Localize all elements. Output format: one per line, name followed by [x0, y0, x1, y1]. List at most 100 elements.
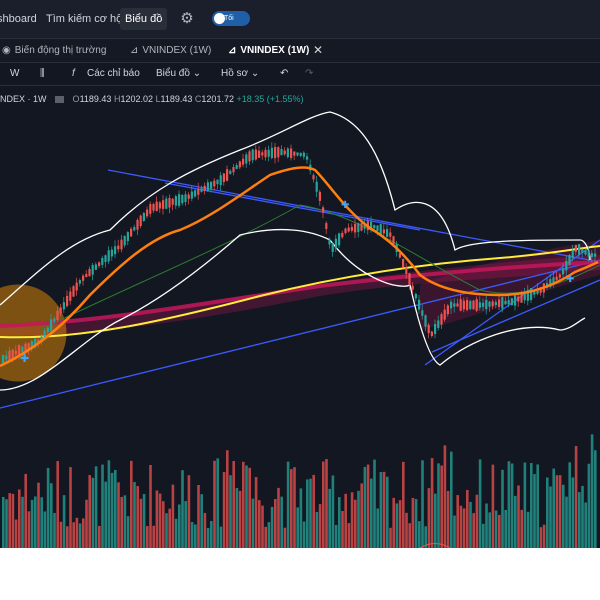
- candle-body: [549, 279, 552, 288]
- volume-bar: [494, 510, 498, 548]
- trendline-flat: [164, 182, 421, 231]
- nav-opportunity-search[interactable]: Tìm kiếm cơ hội: [46, 13, 125, 25]
- chart-menu-button[interactable]: Biểu đồ ⌄: [156, 63, 201, 85]
- candle-body: [120, 239, 123, 250]
- volume-bar: [546, 477, 549, 548]
- collapse-legend-icon[interactable]: [55, 96, 65, 104]
- candle-body: [485, 299, 488, 310]
- volume-bar: [309, 478, 312, 548]
- profile-menu-label: Hồ sơ: [221, 68, 249, 79]
- candle-body: [190, 191, 193, 199]
- profile-menu-button[interactable]: Hồ sơ ⌄: [221, 63, 259, 85]
- candle-body: [299, 152, 302, 156]
- nav-dashboard[interactable]: shboard: [0, 13, 37, 25]
- close-icon[interactable]: ✕: [313, 43, 324, 57]
- candle-body: [334, 238, 337, 249]
- candle-body: [405, 267, 408, 274]
- volume-bar: [539, 527, 543, 548]
- volume-bar: [158, 493, 162, 548]
- volume-bar: [526, 511, 530, 548]
- volume-bar: [53, 512, 56, 548]
- volume-bar: [533, 474, 536, 548]
- volume-bar: [443, 445, 447, 548]
- volume-bar: [37, 482, 40, 548]
- candle-body: [213, 180, 216, 187]
- indicators-button[interactable]: Các chỉ báo: [87, 68, 140, 79]
- volume-bar: [514, 495, 517, 548]
- open-value: 1189.43: [79, 94, 112, 104]
- tab-vnindex-2[interactable]: ⊿ VNINDEX (1W): [228, 39, 309, 62]
- volume-bar: [331, 475, 335, 548]
- candle-body: [526, 289, 529, 301]
- candle-body: [507, 300, 510, 305]
- candle-body: [408, 273, 411, 285]
- volume-bar: [482, 523, 485, 548]
- volume-bar: [344, 493, 347, 548]
- volume-bar: [277, 487, 280, 548]
- volume-bar: [363, 466, 367, 548]
- volume-bar: [56, 461, 59, 548]
- volume-bar: [478, 459, 482, 548]
- function-icon[interactable]: f: [72, 68, 75, 79]
- volume-bar: [341, 511, 344, 548]
- theme-toggle[interactable]: Tối: [212, 11, 250, 26]
- candle-body: [75, 282, 78, 291]
- volume-bar: [229, 475, 232, 548]
- candle-body: [117, 245, 120, 250]
- candle-body: [574, 244, 577, 252]
- candle-body: [286, 148, 289, 158]
- candle-body: [110, 249, 113, 257]
- candle-body: [261, 152, 264, 156]
- volume-bar: [72, 522, 75, 548]
- candle-body: [181, 195, 184, 204]
- undo-icon[interactable]: ↶: [280, 68, 289, 79]
- volume-bar: [555, 475, 559, 548]
- candle-body: [85, 273, 88, 277]
- nav-chart[interactable]: Biểu đồ: [120, 8, 168, 30]
- volume-bar: [418, 521, 421, 548]
- candle-body: [94, 264, 97, 270]
- price-chart[interactable]: ✚ ✚ ✚: [0, 90, 600, 548]
- candles-icon[interactable]: ⫼: [40, 68, 45, 79]
- redo-icon[interactable]: ↷: [305, 68, 314, 79]
- volume-bar: [370, 478, 373, 548]
- tab-market-movement[interactable]: ◉ Biến động thị trường: [2, 39, 106, 62]
- volume-bar: [91, 477, 95, 548]
- volume-bar: [174, 518, 178, 548]
- candle-body: [466, 300, 469, 310]
- volume-bar: [27, 511, 31, 548]
- candle-body: [555, 276, 558, 280]
- candle-body: [2, 354, 5, 364]
- volume-bar: [11, 493, 15, 548]
- interval-button[interactable]: W: [10, 68, 20, 79]
- candle-body: [325, 223, 328, 229]
- volume-bar: [405, 512, 408, 548]
- volume-bar: [245, 465, 248, 548]
- candle-body: [27, 343, 30, 350]
- candle-body: [149, 204, 152, 214]
- volume-bar: [104, 481, 107, 548]
- candle-body: [453, 303, 456, 307]
- volume-bar: [402, 461, 405, 548]
- gear-icon[interactable]: ⚙: [180, 10, 194, 27]
- candle-body: [475, 299, 478, 311]
- candle-body: [168, 197, 171, 208]
- candle-body: [501, 297, 504, 309]
- volume-bar: [165, 513, 168, 548]
- candle-body: [446, 305, 449, 315]
- volume-bar: [216, 458, 219, 548]
- volume-bar: [584, 502, 587, 548]
- volume-bar: [136, 486, 139, 548]
- volume-bar: [107, 460, 111, 548]
- tab-vnindex-1[interactable]: ⊿ VNINDEX (1W): [130, 39, 211, 62]
- volume-bar: [283, 527, 287, 548]
- volume-bar: [558, 475, 562, 548]
- candle-body: [382, 229, 385, 234]
- volume-bar: [219, 526, 223, 548]
- candle-body: [350, 226, 353, 231]
- volume-bar: [194, 524, 197, 548]
- volume-bar: [453, 515, 456, 548]
- volume-bar: [280, 496, 283, 548]
- signal-marker: ✚: [566, 274, 574, 285]
- candle-body: [91, 265, 94, 275]
